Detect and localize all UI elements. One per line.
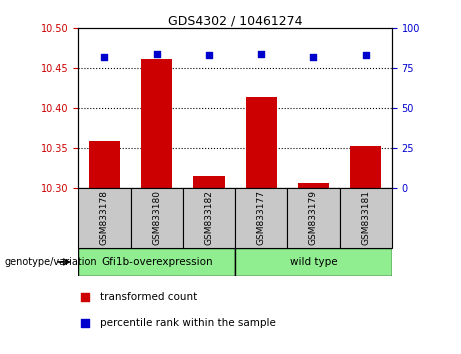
Bar bbox=[350, 146, 381, 188]
Text: percentile rank within the sample: percentile rank within the sample bbox=[100, 318, 276, 328]
Text: GSM833179: GSM833179 bbox=[309, 190, 318, 245]
Bar bbox=[340, 188, 392, 248]
Bar bbox=[298, 183, 329, 188]
Point bbox=[101, 54, 108, 60]
Point bbox=[81, 320, 89, 326]
Text: GSM833177: GSM833177 bbox=[257, 190, 266, 245]
Text: genotype/variation: genotype/variation bbox=[5, 257, 97, 267]
Bar bbox=[193, 176, 225, 188]
Text: GSM833181: GSM833181 bbox=[361, 190, 370, 245]
Text: Gfi1b-overexpression: Gfi1b-overexpression bbox=[101, 257, 213, 267]
Bar bbox=[235, 188, 287, 248]
Bar bbox=[246, 97, 277, 188]
Point bbox=[310, 54, 317, 60]
Point bbox=[153, 51, 160, 57]
Bar bbox=[78, 188, 130, 248]
Text: GSM833180: GSM833180 bbox=[152, 190, 161, 245]
Point bbox=[258, 51, 265, 57]
Point bbox=[362, 53, 369, 58]
Bar bbox=[287, 188, 340, 248]
Text: GSM833182: GSM833182 bbox=[205, 190, 213, 245]
Bar bbox=[141, 58, 172, 188]
Bar bbox=[78, 248, 235, 276]
Bar bbox=[89, 141, 120, 188]
Text: wild type: wild type bbox=[290, 257, 337, 267]
Bar bbox=[130, 188, 183, 248]
Point bbox=[81, 294, 89, 299]
Point bbox=[205, 53, 213, 58]
Text: GSM833178: GSM833178 bbox=[100, 190, 109, 245]
Text: transformed count: transformed count bbox=[100, 291, 198, 302]
Bar bbox=[235, 248, 392, 276]
Title: GDS4302 / 10461274: GDS4302 / 10461274 bbox=[168, 14, 302, 27]
Bar bbox=[183, 188, 235, 248]
